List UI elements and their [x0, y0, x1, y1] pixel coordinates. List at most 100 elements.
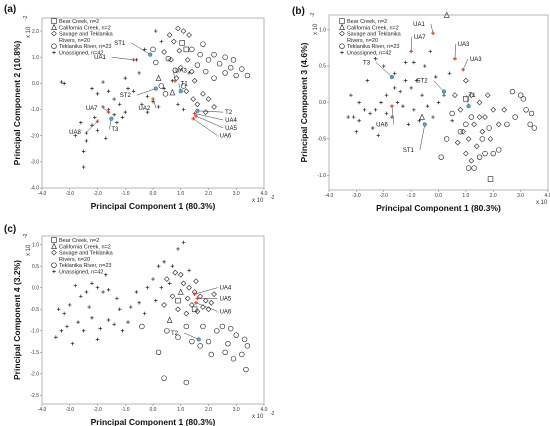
highlight-point-red	[95, 119, 100, 124]
highlight-point-blue	[441, 89, 447, 94]
data-point-plus	[79, 120, 83, 125]
data-point-plus	[112, 322, 116, 327]
data-point-plus	[112, 112, 116, 117]
data-point-plus	[123, 110, 128, 114]
data-point-plus	[357, 118, 361, 123]
data-point-diamond	[487, 136, 494, 142]
data-point-diamond	[170, 38, 177, 45]
legend-entry: California Creek, n=2	[347, 25, 399, 31]
x-tick-label: 1.0	[462, 193, 469, 199]
highlight-point-red	[192, 111, 197, 116]
x-tick-label: 3.0	[233, 407, 240, 413]
x-tick-label: 0.0	[150, 407, 157, 413]
annotation-label: ST1	[403, 148, 415, 154]
data-point-circle	[531, 125, 538, 131]
data-point-plus	[145, 94, 150, 99]
legend-marker-circle	[339, 43, 345, 49]
highlight-point-blue	[109, 116, 114, 121]
data-point-square	[487, 176, 494, 182]
data-point-diamond	[191, 77, 198, 84]
data-point-circle	[183, 323, 190, 330]
data-point-diamond	[495, 121, 502, 128]
data-point-triangle	[166, 316, 173, 323]
data-point-plus	[81, 165, 86, 169]
data-point-plus	[176, 102, 180, 107]
highlight-point-red	[390, 104, 394, 108]
data-point-circle	[465, 165, 472, 171]
data-point-plus	[101, 290, 105, 294]
highlight-point-red	[195, 296, 200, 301]
legend-marker-plus	[52, 50, 56, 55]
data-point-plus	[56, 307, 61, 312]
legend-entry: Savage and Teklanika	[59, 32, 114, 38]
data-point-plus	[112, 97, 116, 101]
highlight-point-blue	[422, 122, 427, 127]
data-point-plus	[90, 316, 94, 320]
data-point-circle	[214, 328, 220, 334]
data-point-circle	[225, 340, 231, 347]
legend-entry: Savage and Teklanika	[347, 32, 402, 38]
data-point-plus	[79, 294, 83, 299]
data-point-circle	[239, 66, 245, 72]
data-point-plus	[117, 307, 122, 312]
legend-entry: California Creek, n=2	[59, 25, 111, 31]
data-point-diamond	[177, 64, 184, 71]
legend-marker-triangle	[51, 242, 57, 249]
x-tick-label: -2.0	[93, 407, 102, 413]
data-point-diamond	[468, 92, 475, 99]
data-point-circle	[233, 72, 239, 79]
data-point-circle	[504, 121, 510, 128]
data-point-circle	[476, 154, 483, 160]
annotation-leader-line	[103, 108, 109, 113]
x-tick-label: 1.0	[177, 407, 184, 413]
data-point-diamond	[180, 28, 187, 34]
x-tick-label: -1.0	[407, 193, 416, 199]
annotation-label: UA3	[470, 57, 482, 63]
x-tick-label: 0.0	[435, 193, 442, 199]
data-point-plus	[349, 93, 353, 98]
data-point-plus	[159, 39, 164, 44]
annotation-label: UA6	[376, 122, 388, 128]
x-tick-label: 2.0	[205, 407, 212, 413]
data-point-plus	[120, 328, 125, 333]
data-point-circle	[155, 349, 162, 356]
data-point-plus	[101, 105, 105, 109]
data-point-plus	[129, 305, 133, 309]
x-multiplier-exponent: -2	[270, 195, 275, 201]
data-point-diamond	[476, 99, 483, 106]
data-point-plus	[442, 93, 446, 98]
data-point-plus	[104, 136, 108, 141]
highlight-point-red	[106, 110, 111, 114]
data-point-circle	[230, 57, 237, 63]
y-tick-label: -0.5	[30, 307, 39, 313]
data-point-plus	[392, 86, 397, 90]
data-point-plus	[417, 118, 422, 123]
data-point-plus	[450, 118, 454, 123]
legend-entry: California Creek, n=2	[59, 244, 111, 250]
highlight-point-red	[151, 97, 155, 101]
data-point-circle	[203, 68, 209, 75]
data-point-plus	[81, 149, 86, 154]
data-point-circle	[165, 55, 171, 62]
data-point-plus	[54, 335, 58, 340]
chart-panel-2: (b) -4.0 -3.0 -2.0 -1.0 0.0 1.0 2.0 3.0 4.0 1.0 0.5…	[292, 6, 550, 213]
y-multiplier-exponent: -2	[23, 15, 29, 20]
annotation-leader-line	[195, 302, 218, 312]
data-point-circle	[457, 128, 464, 135]
data-point-plus	[187, 71, 191, 75]
data-point-circle	[509, 88, 516, 95]
x-tick-label: 2.0	[490, 193, 497, 199]
annotation-label: T3	[111, 127, 119, 133]
data-point-diamond	[190, 96, 197, 102]
data-point-plus	[384, 111, 389, 116]
highlight-point-red	[173, 78, 177, 83]
data-point-circle	[216, 61, 223, 67]
data-point-circle	[490, 150, 496, 157]
y-tick-label: 0.5	[319, 64, 326, 70]
annotation-label: UA7	[86, 106, 98, 112]
data-point-plus	[84, 290, 89, 294]
data-point-plus	[431, 115, 435, 119]
data-point-plus	[115, 120, 119, 125]
y-axis-label: Principal Component 3 (4.6%)	[299, 42, 309, 162]
